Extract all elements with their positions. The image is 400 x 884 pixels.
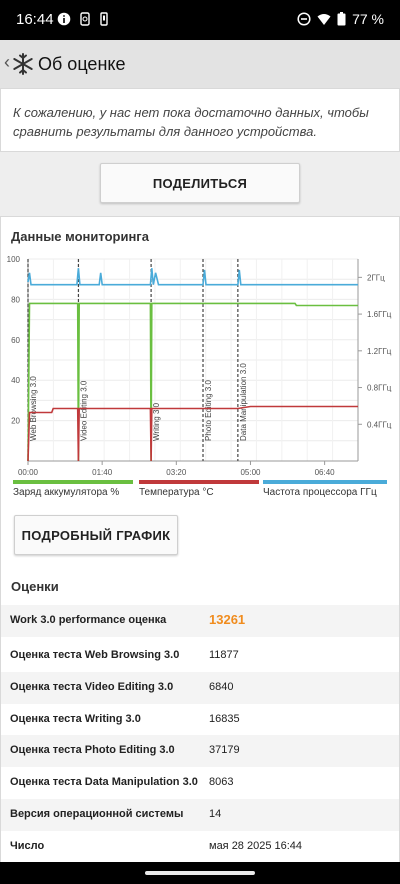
score-label: Оценка теста Web Browsing 3.0	[10, 649, 180, 661]
series-line-1	[27, 405, 358, 462]
monitoring-chart: 20 40 60 80 100 0.4ГГц 0.8ГГц 1.2ГГц 1.6ГГц 2ГГц 0…	[7, 255, 392, 477]
battery-percent: 77 %	[352, 11, 384, 27]
wifi-icon	[317, 14, 331, 25]
insufficient-data-card: К сожалению, у нас нет пока достаточно д…	[0, 88, 400, 152]
y-left-tick-label: 20	[11, 417, 20, 426]
score-value: мая 28 2025 16:44	[209, 840, 303, 852]
score-row-data-manipulation: Оценка теста Data Manipulation 3.0 8063	[1, 767, 399, 799]
battery-icon	[337, 12, 346, 26]
score-value: 13261	[209, 612, 246, 627]
legend-temperature-swatch	[139, 480, 259, 484]
score-value: 11877	[209, 649, 239, 661]
score-label: Work 3.0 performance оценка	[10, 614, 167, 626]
series-line-2	[27, 268, 358, 286]
legend-battery-swatch	[13, 480, 133, 484]
x-tick-label: 00:00	[18, 468, 39, 477]
detailed-chart-button[interactable]: ПОДРОБНЫЙ ГРАФИК	[14, 515, 178, 555]
score-row-video-editing: Оценка теста Video Editing 3.0 6840	[1, 672, 399, 704]
y-left-tick-label: 80	[11, 295, 20, 304]
app-bar: ‹ Об оценке	[0, 40, 400, 89]
score-label: Оценка теста Data Manipulation 3.0	[10, 776, 198, 788]
score-row-date: Число мая 28 2025 16:44	[1, 831, 399, 863]
back-chevron-icon[interactable]: ‹	[4, 52, 10, 72]
monitoring-heading: Данные мониторинга	[11, 229, 149, 244]
x-tick-label: 06:40	[315, 468, 336, 477]
score-row-os-version: Версия операционной системы 14	[1, 799, 399, 831]
x-tick-label: 03:20	[166, 468, 187, 477]
scores-heading: Оценки	[11, 579, 59, 594]
score-value: 6840	[209, 681, 234, 693]
page-title: Об оценке	[38, 54, 126, 74]
legend-cpu-label: Частота процессора ГГц	[263, 487, 377, 498]
home-gesture-handle[interactable]	[145, 871, 255, 875]
score-label: Оценка теста Photo Editing 3.0	[10, 744, 175, 756]
score-value: 14	[209, 808, 222, 820]
info-icon	[57, 12, 71, 26]
benchmark-marker-label: Photo Editing 3.0	[204, 380, 213, 441]
status-bar: 16:44 77 %	[0, 0, 400, 40]
snowflake-logo-icon[interactable]	[12, 53, 34, 75]
y-right-tick-label: 0.8ГГц	[367, 384, 392, 393]
phone-vibrate-icon	[100, 12, 108, 26]
x-tick-label: 01:40	[92, 468, 113, 477]
x-tick-label: 05:00	[240, 468, 261, 477]
series-line-0	[27, 302, 358, 462]
score-value: 8063	[209, 776, 234, 788]
legend-temperature-label: Температура °C	[139, 487, 214, 498]
benchmark-marker-label: Writing 3.0	[152, 402, 161, 441]
y-right-tick-label: 0.4ГГц	[367, 420, 392, 429]
score-row-writing: Оценка теста Writing 3.0 16835	[1, 704, 399, 736]
benchmark-marker-label: Data Manipulation 3.0	[239, 363, 248, 441]
score-row-work: Work 3.0 performance оценка 13261	[1, 605, 399, 637]
score-label: Число	[10, 840, 45, 852]
y-left-tick-label: 100	[7, 255, 21, 264]
legend-cpu-swatch	[263, 480, 387, 484]
monitoring-card: Данные мониторинга 20 40 60 80 100 0.4ГГц 0.8Г…	[0, 216, 400, 884]
phone-refresh-icon	[80, 12, 90, 26]
y-left-tick-label: 60	[11, 336, 20, 345]
score-label: Оценка теста Writing 3.0	[10, 713, 141, 725]
benchmark-marker-label: Web Browsing 3.0	[29, 376, 38, 441]
score-label: Оценка теста Video Editing 3.0	[10, 681, 174, 693]
score-value: 37179	[209, 744, 240, 756]
y-right-tick-label: 1.2ГГц	[367, 347, 392, 356]
score-row-photo-editing: Оценка теста Photo Editing 3.0 37179	[1, 735, 399, 767]
score-row-web-browsing: Оценка теста Web Browsing 3.0 11877	[1, 640, 399, 672]
status-time: 16:44	[16, 11, 54, 28]
benchmark-marker-label: Video Editing 3.0	[79, 380, 88, 441]
score-label: Версия операционной системы	[10, 808, 184, 820]
share-button[interactable]: ПОДЕЛИТЬСЯ	[100, 163, 300, 203]
y-left-tick-label: 40	[11, 376, 20, 385]
do-not-disturb-icon	[297, 12, 311, 26]
navigation-bar	[0, 862, 400, 884]
y-right-tick-label: 2ГГц	[367, 273, 385, 282]
y-right-tick-label: 1.6ГГц	[367, 310, 392, 319]
legend-battery-label: Заряд аккумулятора %	[13, 487, 120, 498]
insufficient-data-message: К сожалению, у нас нет пока достаточно д…	[13, 105, 369, 139]
score-value: 16835	[209, 713, 240, 725]
